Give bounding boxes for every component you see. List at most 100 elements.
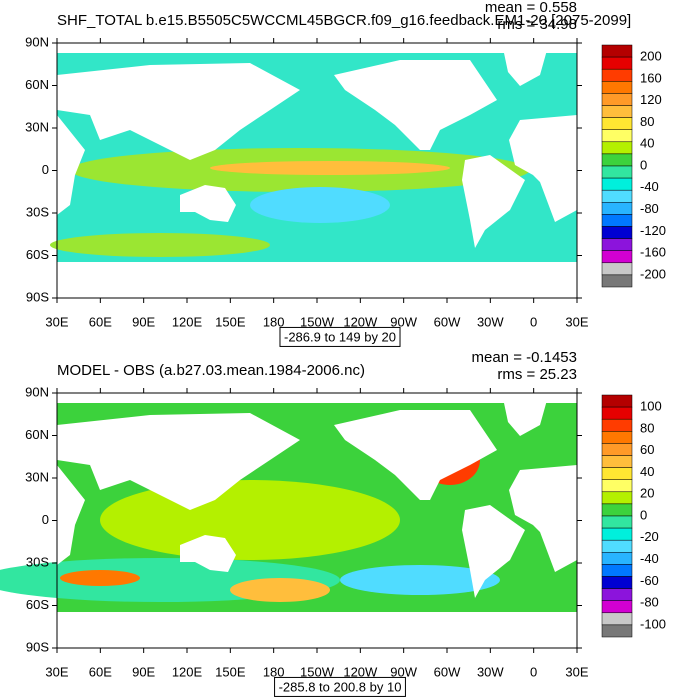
colorbar-box [601,503,633,517]
colorbar-box [601,539,633,553]
colorbar-box [601,600,633,614]
colorbar-box [601,467,633,480]
lon-label: 120W [343,314,378,329]
colorbar-box [601,274,633,288]
map-1 [50,43,577,298]
rms-label: rms = 25.23 [497,366,577,383]
mean-label: mean = -0.1453 [472,349,578,366]
lat-label: 0 [42,162,49,177]
lat-label: 60S [26,597,49,612]
lon-label: 150W [300,664,335,679]
lat-label: 60N [25,427,49,442]
colorbar-box [601,250,633,264]
lon-label: 60E [89,664,112,679]
colorbar-box [601,612,633,626]
colorbar-box [601,141,633,155]
colorbar-label: 20 [640,486,654,501]
colorbar-label: 120 [640,92,662,107]
lat-label: 30S [26,204,49,219]
lon-label: 90E [132,314,155,329]
colorbar-label: 160 [640,70,662,85]
lon-label: 90E [132,664,155,679]
colorbar-box [601,214,633,227]
colorbar-box [601,491,633,505]
panel-title: MODEL - OBS (a.b27.03.mean.1984-2006.nc) [57,362,365,379]
lon-label: 150W [300,314,335,329]
colorbar-box [601,238,633,251]
colorbar-box [601,81,633,94]
colorbar-box [601,552,633,565]
mean-label: mean = 0.558 [485,0,577,16]
lon-label: 30E [45,314,68,329]
colorbar-label: -20 [640,529,659,544]
colorbar-label: -200 [640,266,666,281]
colorbar-box [601,189,633,203]
lon-label: 30E [565,314,588,329]
colorbar-box [601,117,633,130]
colorbar-label: 0 [640,157,647,172]
lon-label: 150E [215,664,246,679]
lat-label: 0 [42,512,49,527]
colorbar-box [601,431,633,444]
colorbar-box [601,68,633,82]
lon-label: 60W [434,664,461,679]
colorbar-label: 60 [640,442,654,457]
colorbar-label: 80 [640,420,654,435]
lon-label: 30W [477,664,504,679]
colorbar-box [601,418,633,432]
colorbar-label: 200 [640,49,662,64]
panel-title: SHF_TOTAL b.e15.B5505C5WCCML45BGCR.f09_g… [57,12,631,29]
map-2 [0,393,577,648]
colorbar-label: -60 [640,573,659,588]
colorbar-box [601,44,633,58]
contour-info: -286.9 to 149 by 20 [284,329,396,344]
colorbar-box [601,406,633,420]
colorbar-box [601,515,633,529]
colorbar-box [601,394,633,408]
colorbar-box [601,226,633,239]
lat-label: 90N [25,384,49,399]
colorbar-label: 100 [640,399,662,414]
lat-label: 90S [26,639,49,654]
colorbar-box [601,455,633,468]
lon-label: 120E [172,664,203,679]
contour-info-box [279,326,401,347]
lon-label: 180 [263,664,285,679]
colorbar-label: -80 [640,201,659,216]
colorbar-box [601,56,633,70]
colorbar-label: -160 [640,245,666,260]
colorbar-box [601,588,633,601]
colorbar-label: 80 [640,114,654,129]
lat-label: 90N [25,34,49,49]
colorbar-box [601,443,633,456]
lon-label: 180 [263,314,285,329]
contour-info: -285.8 to 200.8 by 10 [279,679,402,694]
colorbar-box [601,262,633,276]
lon-label: 120E [172,314,203,329]
contour-info-box [274,676,406,697]
colorbar-box [601,479,633,493]
colorbar-label: -120 [640,223,666,238]
lon-label: 90W [390,314,417,329]
lon-label: 60E [89,314,112,329]
lat-label: 60N [25,77,49,92]
colorbar-label: -80 [640,595,659,610]
lat-label: 90S [26,289,49,304]
colorbar-box [601,576,633,589]
colorbar-box [601,527,633,541]
lon-label: 150E [215,314,246,329]
colorbar-box [601,177,633,191]
lon-label: 30W [477,314,504,329]
colorbar-label: 40 [640,136,654,151]
colorbar-label: 0 [640,507,647,522]
colorbar-box [601,165,633,179]
colorbar-box [601,564,633,577]
rms-label: rms = 34.98 [497,16,577,33]
colorbar-box [601,129,633,143]
lat-label: 30N [25,469,49,484]
colorbar-label: -100 [640,616,666,631]
colorbar-box [601,93,633,106]
lon-label: 30E [565,664,588,679]
colorbar-box [601,153,633,167]
